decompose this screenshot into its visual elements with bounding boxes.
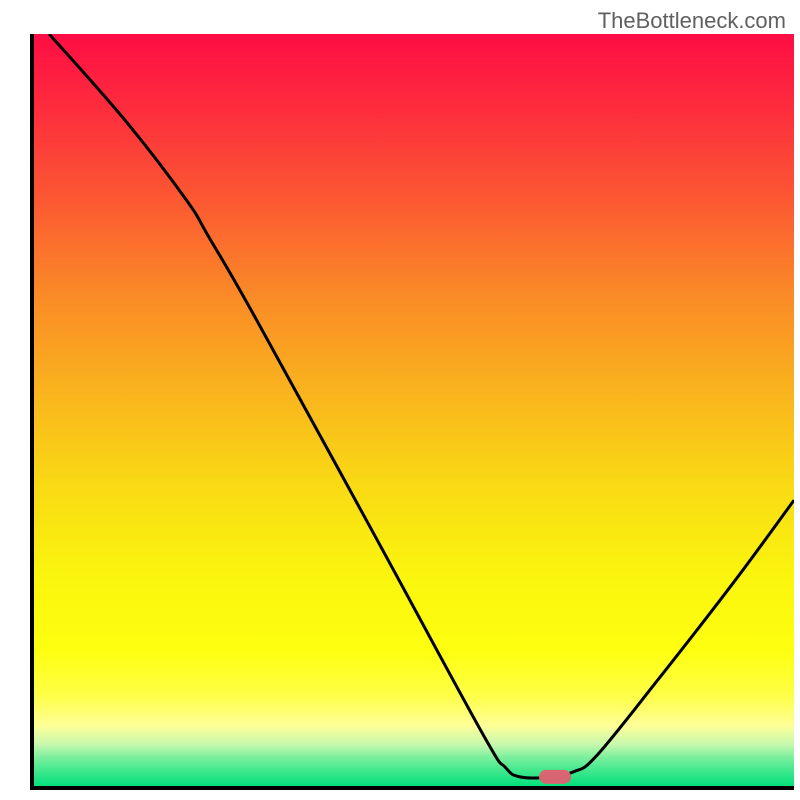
optimal-point-marker — [539, 770, 571, 784]
watermark-text: TheBottleneck.com — [598, 8, 786, 34]
plot-area — [30, 34, 794, 790]
bottleneck-curve — [34, 34, 794, 786]
